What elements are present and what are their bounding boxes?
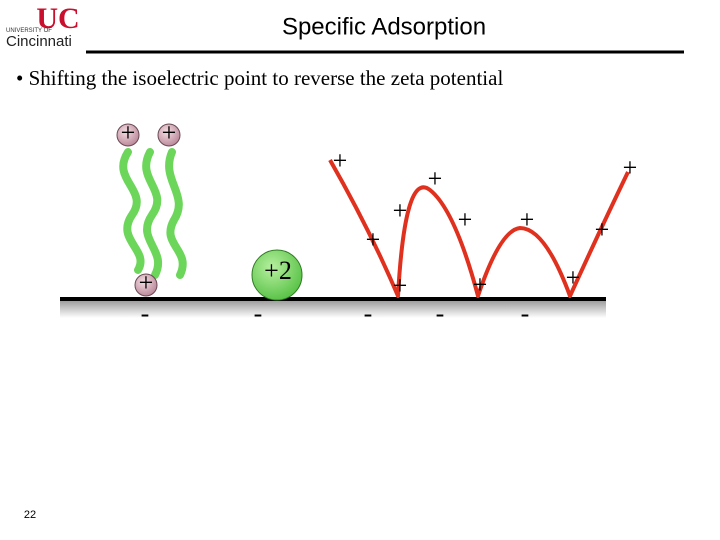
- surface-shade: [60, 300, 606, 318]
- surface-charge: -: [436, 299, 445, 328]
- polymer: [328, 159, 630, 298]
- polymer-charge: +: [393, 271, 408, 300]
- surface-charge: -: [254, 299, 263, 328]
- polymer-charge: +: [333, 146, 348, 175]
- logo-line2: Cincinnati: [6, 33, 72, 50]
- logo-mark: UC: [36, 2, 79, 35]
- surface-charge: -: [364, 299, 373, 328]
- page-number: 22: [24, 509, 36, 521]
- polymer-charge: +: [393, 196, 408, 225]
- logo-line1: UNIVERSITY OF: [6, 28, 52, 34]
- particle: [251, 249, 303, 301]
- bullet: • Shifting the isoelectric point to reve…: [16, 66, 503, 90]
- surface-charge: -: [521, 299, 530, 328]
- polymer-charge: +: [428, 164, 443, 193]
- polymer-charge: +: [566, 263, 581, 292]
- ion-charge: +: [139, 268, 154, 297]
- slide-title: Specific Adsorption: [282, 13, 486, 40]
- ion: [157, 123, 181, 147]
- ion-charge: +: [121, 118, 136, 147]
- polymer-charge: +: [458, 205, 473, 234]
- polymer-charge: +: [366, 225, 381, 254]
- polymer-charge: +: [520, 205, 535, 234]
- ion: [116, 123, 140, 147]
- ion: [134, 273, 158, 297]
- surface-charge: -: [141, 299, 150, 328]
- polymer-charge: +: [623, 153, 638, 182]
- ion-charge: +: [162, 118, 177, 147]
- polymer-charge: +: [473, 270, 488, 299]
- particle-charge: +2: [264, 256, 292, 285]
- polymer-charge: +: [595, 215, 610, 244]
- surfactant-chains: [119, 148, 187, 279]
